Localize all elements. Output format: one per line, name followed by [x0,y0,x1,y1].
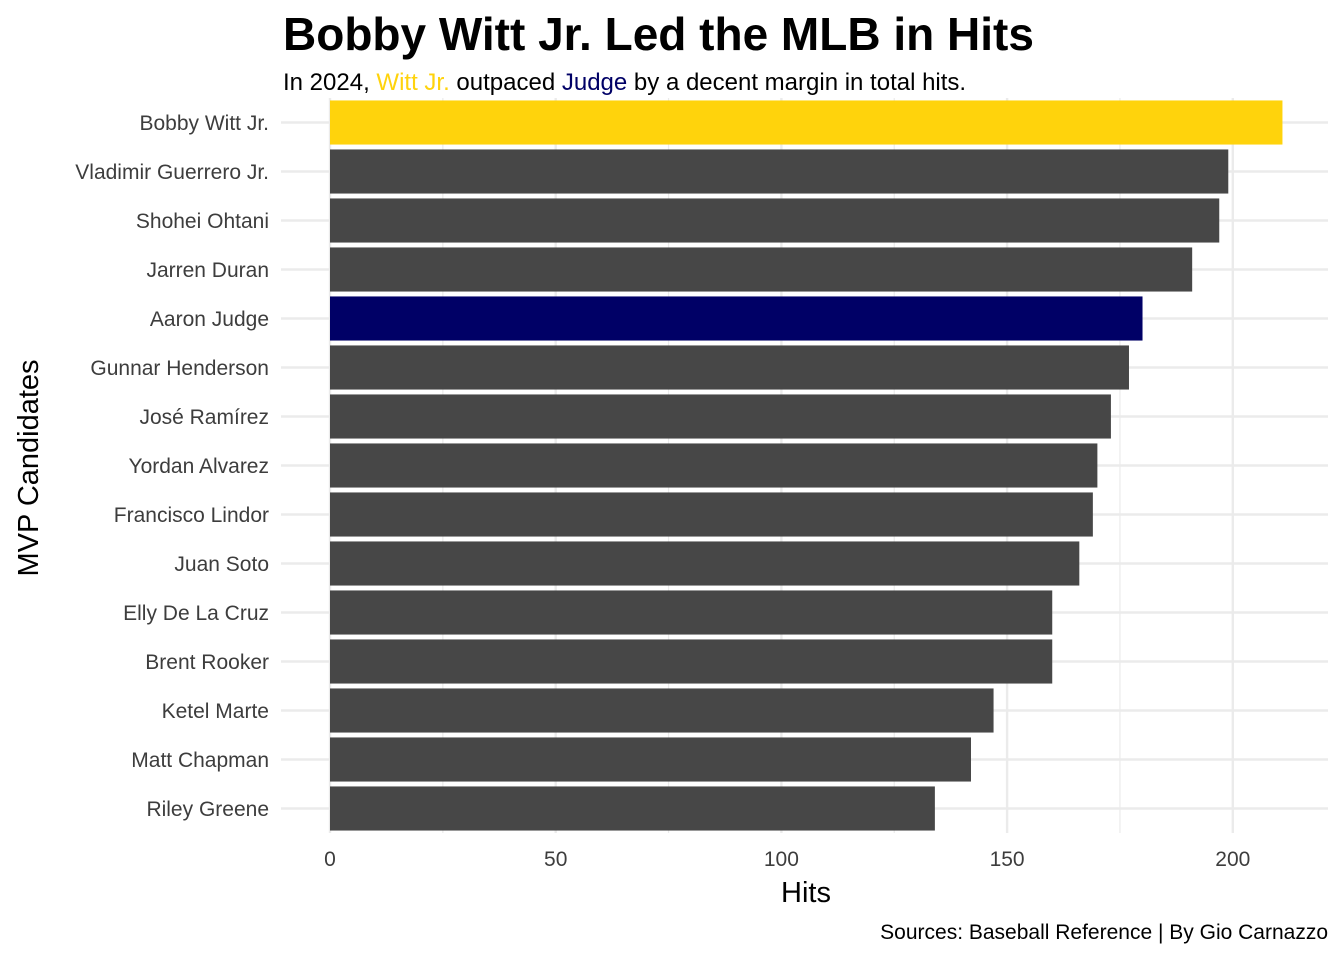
y-tick-label: Francisco Lindor [114,504,269,527]
x-tick-label: 50 [544,848,567,871]
bar [330,345,1129,390]
bar [330,198,1220,243]
y-tick-label: Bobby Witt Jr. [139,112,269,135]
chart-caption: Sources: Baseball Reference | By Gio Car… [880,921,1328,944]
subtitle-highlight-witt: Witt Jr. [376,69,450,96]
bar [330,247,1193,292]
chart-subtitle: In 2024, Witt Jr. outpaced Judge by a de… [283,68,966,98]
bar [330,786,935,831]
y-tick-label: Jarren Duran [146,259,269,282]
bar [330,737,971,782]
bar [330,149,1229,194]
bar [330,639,1053,684]
bar [330,443,1098,488]
chart-title: Bobby Witt Jr. Led the MLB in Hits [283,8,1034,60]
y-tick-label: Yordan Alvarez [129,455,270,478]
x-axis-title: Hits [781,877,831,909]
y-tick-label: Matt Chapman [131,749,269,772]
bar [330,541,1080,586]
subtitle-highlight-judge: Judge [561,69,628,96]
y-axis-title: MVP Candidates [13,359,45,576]
y-tick-label: Gunnar Henderson [90,357,269,380]
x-tick-label: 200 [1215,848,1250,871]
bars [330,100,1283,831]
bar [330,394,1111,439]
x-axis-tick-labels: 0 50 100 150 200 [324,848,1250,871]
y-tick-label: Elly De La Cruz [123,602,269,625]
y-tick-label: Shohei Ohtani [136,210,269,233]
bar [330,100,1283,145]
x-tick-label: 0 [324,848,336,871]
y-axis-tick-labels: Bobby Witt Jr. Vladimir Guerrero Jr. Shohe… [75,112,269,821]
y-tick-label: Brent Rooker [145,651,269,674]
subtitle-suffix: by a decent margin in total hits. [633,69,967,96]
x-tick-label: 150 [990,848,1025,871]
y-tick-label: José Ramírez [139,406,269,429]
bar [330,296,1143,341]
y-tick-label: Ketel Marte [162,700,269,723]
subtitle-middle: outpaced [456,69,556,96]
y-tick-label: Juan Soto [174,553,269,576]
y-tick-label: Riley Greene [146,798,269,821]
bar [330,590,1053,635]
bar [330,492,1093,537]
y-tick-label: Vladimir Guerrero Jr. [75,161,269,184]
subtitle-prefix: In 2024, [283,69,370,96]
x-tick-label: 100 [764,848,799,871]
bar [330,688,994,733]
y-tick-label: Aaron Judge [150,308,269,331]
